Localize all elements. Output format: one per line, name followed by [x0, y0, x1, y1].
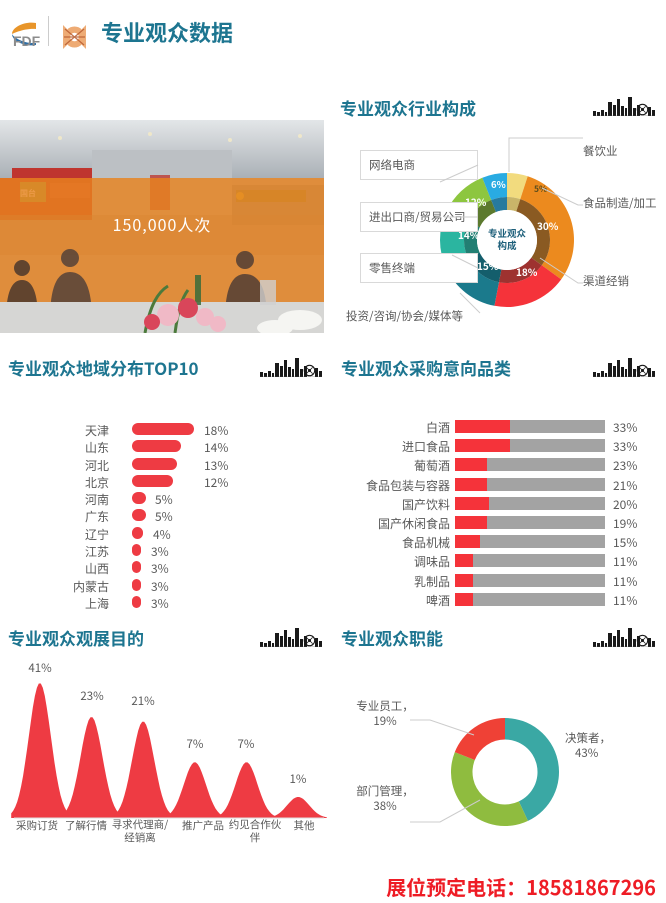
svg-text:构成: 构成	[497, 238, 517, 252]
svg-text:7%: 7%	[187, 736, 204, 752]
svg-text:41%: 41%	[28, 660, 52, 676]
svg-text:7%: 7%	[238, 736, 255, 752]
svg-text:30%: 30%	[537, 218, 559, 233]
svg-text:6%: 6%	[491, 177, 506, 191]
svg-text:21%: 21%	[131, 693, 155, 709]
svg-text:1%: 1%	[290, 771, 307, 787]
svg-text:5%: 5%	[534, 183, 547, 195]
svg-text:23%: 23%	[80, 688, 104, 704]
svg-text:15%: 15%	[477, 258, 499, 273]
svg-text:18%: 18%	[516, 264, 538, 279]
